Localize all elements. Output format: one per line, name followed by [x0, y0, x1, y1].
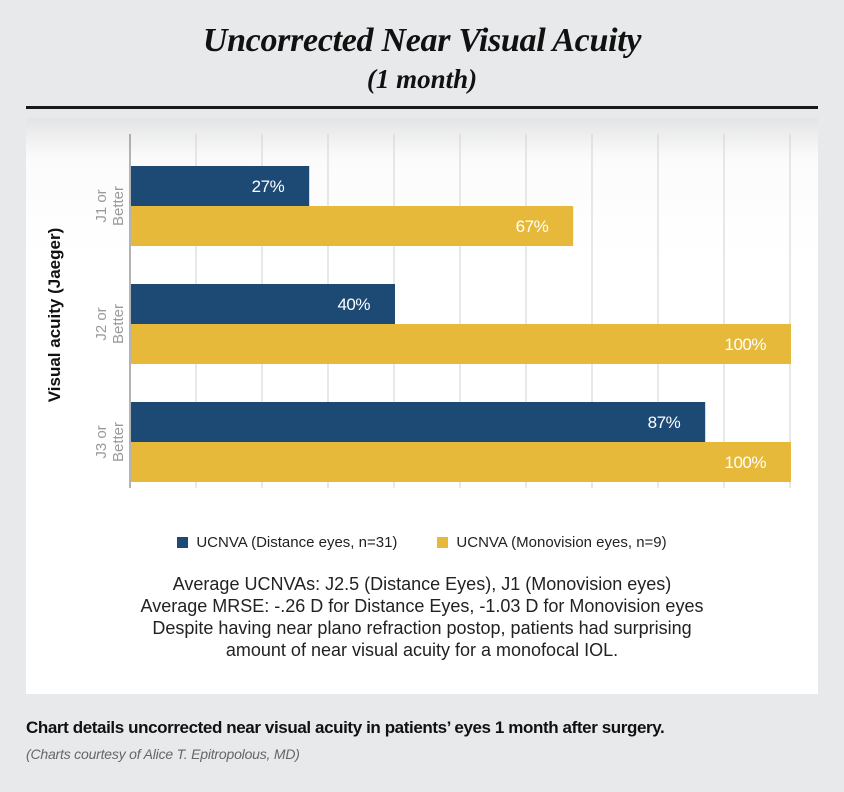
note-line: Average UCNVAs: J2.5 (Distance Eyes), J1…	[172, 574, 672, 594]
note-line: Average MRSE: -.26 D for Distance Eyes, …	[140, 596, 704, 616]
chart-title: Uncorrected Near Visual Acuity	[202, 22, 642, 59]
bar-monovision	[131, 206, 574, 246]
category-label-line: Better	[110, 304, 127, 344]
legend-item-monovision: UCNVA (Monovision eyes, n=9)	[437, 534, 667, 551]
category-label-line: J3 or	[93, 425, 110, 458]
legend-label-distance: UCNVA (Distance eyes, n=31)	[196, 534, 398, 551]
category-label: J3 orBetter	[93, 422, 127, 462]
bar-distance	[131, 402, 706, 442]
category-label-line: Better	[110, 422, 127, 462]
category-label-line: J2 or	[93, 307, 110, 340]
category-label: J1 orBetter	[93, 186, 127, 226]
bar-distance	[131, 166, 310, 206]
figure-caption: Chart details uncorrected near visual ac…	[26, 718, 665, 737]
chart-notes: Average UCNVAs: J2.5 (Distance Eyes), J1…	[26, 573, 818, 661]
title-divider	[26, 106, 818, 109]
bar-monovision	[131, 442, 791, 482]
legend-swatch-monovision	[437, 537, 449, 548]
chart-legend: UCNVA (Distance eyes, n=31) UCNVA (Monov…	[26, 534, 818, 551]
data-label: 87%	[648, 413, 681, 432]
legend-swatch-distance	[177, 537, 189, 548]
legend-item-distance: UCNVA (Distance eyes, n=31)	[177, 534, 397, 551]
category-label-line: Better	[110, 186, 127, 226]
data-label: 27%	[252, 177, 285, 196]
note-line: Despite having near plano refraction pos…	[152, 618, 692, 638]
y-axis-title: Visual acuity (Jaeger)	[45, 228, 64, 403]
chart-subtitle: (1 month)	[366, 64, 478, 94]
data-label: 67%	[516, 217, 549, 236]
legend-label-monovision: UCNVA (Monovision eyes, n=9)	[456, 534, 667, 551]
data-label: 100%	[725, 453, 767, 472]
note-line: amount of near visual acuity for a monof…	[225, 640, 619, 660]
bar-chart: Visual acuity (Jaeger)J1 orBetter 27%67%J…	[45, 134, 791, 488]
figure-credit: (Charts courtesy of Alice T. Epitropolou…	[26, 746, 300, 762]
category-label: J2 orBetter	[93, 304, 127, 344]
chart-panel: Visual acuity (Jaeger) J1 orBetter 27% 67% J…	[26, 118, 818, 694]
category-label-line: J1 or	[93, 189, 110, 222]
bar-monovision	[131, 324, 791, 364]
data-label: 40%	[337, 295, 370, 314]
bar-distance	[131, 284, 395, 324]
data-label: 100%	[725, 335, 767, 354]
